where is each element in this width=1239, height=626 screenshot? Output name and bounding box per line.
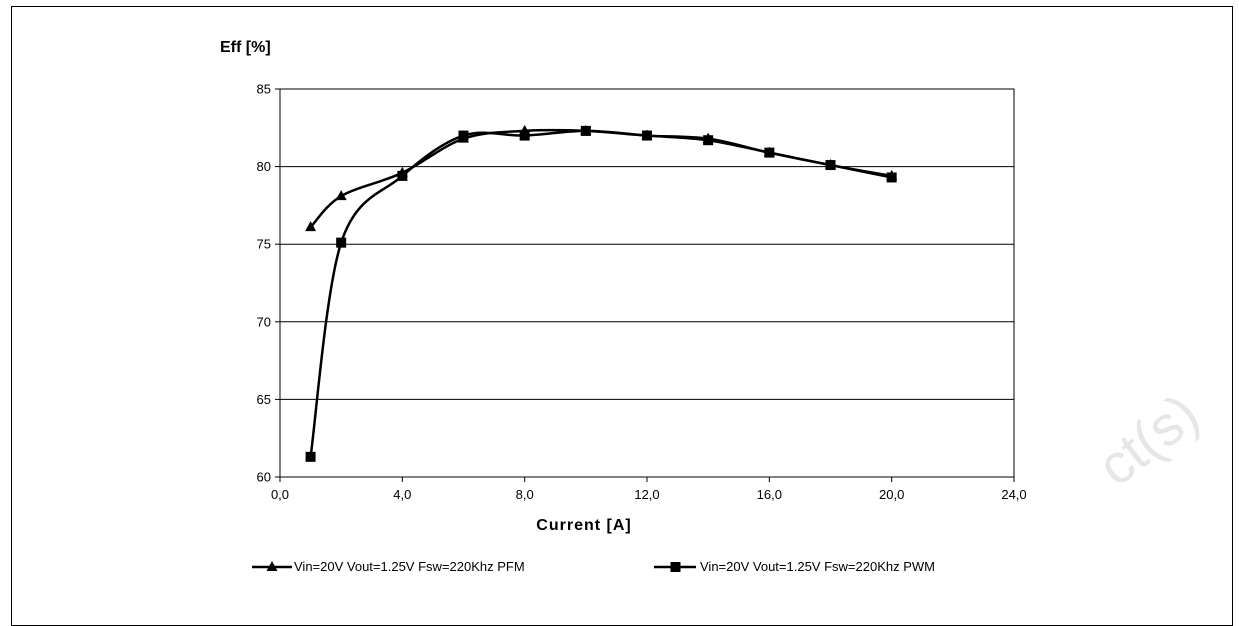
x-tick-label: 20,0 xyxy=(879,487,904,502)
data-point-square xyxy=(519,130,530,141)
plot-area xyxy=(279,88,1015,478)
data-point-triangle xyxy=(305,221,317,232)
x-axis-ticks: 0,0 4,0 8,0 12,0 16,0 20,0 24,0 xyxy=(271,477,1027,502)
legend-marker-triangle xyxy=(266,561,278,571)
x-tick-label: 0,0 xyxy=(271,487,289,502)
data-point-square xyxy=(580,125,591,136)
x-tick-label: 4,0 xyxy=(393,487,411,502)
y-tick-label: 65 xyxy=(257,392,271,407)
y-axis-title: Eff [%] xyxy=(220,39,271,56)
x-tick-label: 24,0 xyxy=(1001,487,1026,502)
data-point-square xyxy=(642,130,652,141)
series-layer xyxy=(305,124,898,462)
y-tick-label: 80 xyxy=(257,159,271,174)
watermark-text: ct(s) xyxy=(1086,381,1211,498)
y-tick-label: 75 xyxy=(257,237,271,252)
data-point-square xyxy=(825,160,836,171)
x-axis-title: Current [A] xyxy=(536,517,631,534)
data-point-square xyxy=(305,451,316,462)
legend-marker-square xyxy=(670,562,681,572)
legend-label-pfm: Vin=20V Vout=1.25V Fsw=220Khz PFM xyxy=(294,559,525,574)
data-point-square xyxy=(703,135,714,146)
data-point-square xyxy=(764,147,775,158)
y-tick-label: 60 xyxy=(257,470,271,485)
x-tick-label: 12,0 xyxy=(634,487,659,502)
data-point-square xyxy=(336,237,347,248)
x-tick-label: 16,0 xyxy=(757,487,782,502)
y-tick-label: 85 xyxy=(257,82,271,97)
data-point-square xyxy=(458,130,469,141)
data-point-square xyxy=(397,170,408,181)
legend: Vin=20V Vout=1.25V Fsw=220Khz PFM Vin=20… xyxy=(252,559,935,574)
legend-label-pwm: Vin=20V Vout=1.25V Fsw=220Khz PWM xyxy=(700,559,935,574)
x-tick-label: 8,0 xyxy=(516,487,534,502)
series-pfm xyxy=(305,124,898,232)
series-pwm xyxy=(305,125,897,462)
data-point-square xyxy=(886,172,897,183)
grid-lines xyxy=(280,88,1014,478)
data-point-triangle xyxy=(335,190,347,201)
y-axis-ticks: 60 65 70 75 80 85 xyxy=(257,82,280,485)
y-tick-label: 70 xyxy=(257,314,271,329)
